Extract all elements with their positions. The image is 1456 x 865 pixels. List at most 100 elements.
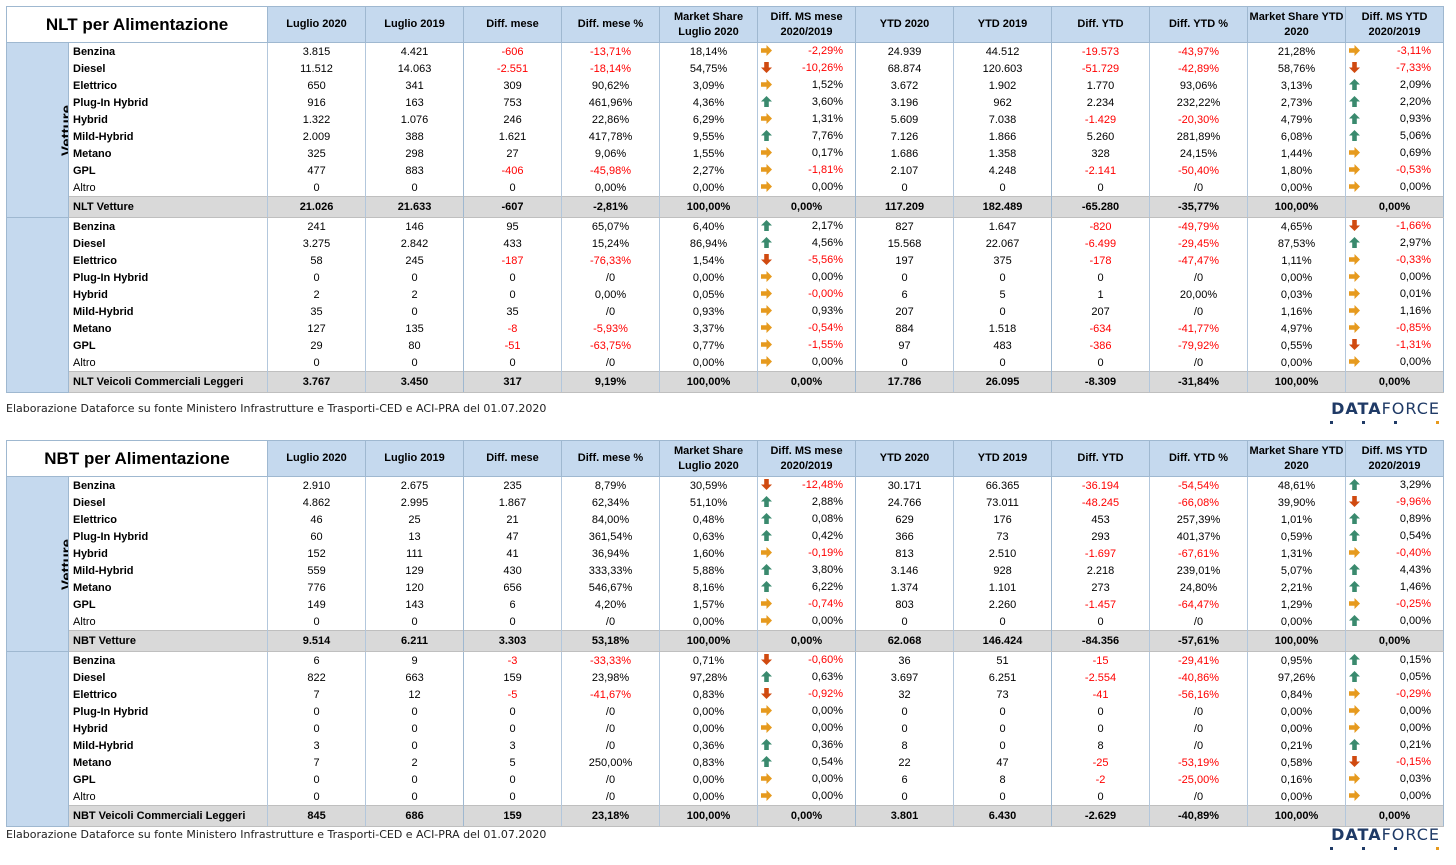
cell-value: 0 <box>1051 269 1151 286</box>
cell-value: 0,00% <box>1247 179 1347 197</box>
total-value: 159 <box>463 805 563 827</box>
cell-value: 5.260 <box>1051 128 1151 145</box>
cell-value: 0 <box>463 720 563 737</box>
arrow-right-icon <box>1349 722 1361 734</box>
cell-value: 239,01% <box>1149 562 1249 579</box>
cell-value: /0 <box>1149 613 1249 631</box>
arrow-down-icon <box>1349 756 1361 768</box>
ms-diff-cell: 0,00% <box>1345 720 1445 737</box>
ms-diff-cell: 4,56% <box>757 235 857 252</box>
total-value: 3.767 <box>267 371 367 393</box>
ms-diff-cell: -0,40% <box>1345 545 1445 562</box>
cell-value: -49,79% <box>1149 217 1249 235</box>
cell-value: 207 <box>855 303 955 320</box>
cell-value: 0 <box>953 737 1053 754</box>
cell-value: 0 <box>463 286 563 303</box>
table-row: Plug-In Hybrid 916 163 753 461,96% 4,36% 3,60%… <box>7 94 1445 111</box>
column-header: Diff. mese <box>463 6 563 43</box>
cell-value: 7.038 <box>953 111 1053 128</box>
cell-value: 0 <box>953 354 1053 372</box>
cell-value: 1.358 <box>953 145 1053 162</box>
cell-value: /0 <box>1149 703 1249 720</box>
cell-value: 0 <box>267 613 367 631</box>
cell-value: 0,01% <box>1399 288 1432 300</box>
cell-value: /0 <box>561 303 661 320</box>
table-nbt: NBT per Alimentazione Luglio 2020 Luglio 2… <box>5 440 1445 827</box>
column-header: Diff. MS YTD 2020/2019 <box>1345 6 1445 43</box>
cell-value: 2.910 <box>267 476 367 494</box>
cell-value: 962 <box>953 94 1053 111</box>
total-value: 146.424 <box>953 630 1053 652</box>
cell-value: 0,77% <box>659 337 759 354</box>
ms-diff-cell: 1,31% <box>757 111 857 128</box>
cell-value: 0,83% <box>659 686 759 703</box>
ms-diff-cell: 5,06% <box>1345 128 1445 145</box>
arrow-right-icon <box>1349 547 1361 559</box>
total-value: 6.430 <box>953 805 1053 827</box>
cell-value: 0 <box>365 354 465 372</box>
cell-value: 1,55% <box>659 145 759 162</box>
total-value: 317 <box>463 371 563 393</box>
cell-value: -0,53% <box>1396 164 1432 176</box>
table-row: Elettrico 7 12 -5 -41,67% 0,83% -0,92% 32 73 -41-… <box>7 686 1445 703</box>
cell-value: 90,62% <box>561 77 661 94</box>
table-row: Mild-Hybrid 559 129 430 333,33% 5,88% 3,80% 3.1… <box>7 562 1445 579</box>
cell-value: 0,21% <box>1399 739 1432 751</box>
column-header: Diff. mese % <box>561 6 661 43</box>
cell-value: 0 <box>365 720 465 737</box>
total-value: -2,81% <box>561 196 661 218</box>
total-value: 100,00% <box>1247 196 1347 218</box>
cell-value: 0 <box>855 788 955 806</box>
cell-value: 163 <box>365 94 465 111</box>
cell-value: -178 <box>1051 252 1151 269</box>
table-row: Diesel 3.275 2.842 433 15,24% 86,94% 4,56% 15.5… <box>7 235 1445 252</box>
cell-value: 0,93% <box>659 303 759 320</box>
row-label: Hybrid <box>68 286 269 303</box>
arrow-down-icon <box>1349 496 1361 508</box>
cell-value: 827 <box>855 217 955 235</box>
cell-value: 2.218 <box>1051 562 1151 579</box>
cell-value: 8,16% <box>659 579 759 596</box>
cell-value: 8,79% <box>561 476 661 494</box>
cell-value: 401,37% <box>1149 528 1249 545</box>
total-value: 100,00% <box>659 805 759 827</box>
row-label: Mild-Hybrid <box>68 303 269 320</box>
cell-value: -76,33% <box>561 252 661 269</box>
cell-value: -6.499 <box>1051 235 1151 252</box>
cell-value: /0 <box>1149 720 1249 737</box>
cell-value: /0 <box>561 354 661 372</box>
cell-value: 0 <box>463 354 563 372</box>
column-header: YTD 2019 <box>953 440 1053 477</box>
cell-value: 803 <box>855 596 955 613</box>
row-label: GPL <box>68 162 269 179</box>
cell-value: 0 <box>855 703 955 720</box>
table-row: Hybrid 152 111 41 36,94% 1,60% -0,19% 813 2.510-… <box>7 545 1445 562</box>
dataforce-logo: DATAFORCE <box>1330 399 1440 424</box>
cell-value: 15,24% <box>561 235 661 252</box>
total-value: 3.450 <box>365 371 465 393</box>
cell-value: 12 <box>365 686 465 703</box>
row-label: Plug-In Hybrid <box>68 94 269 111</box>
cell-value: 58,76% <box>1247 60 1347 77</box>
cell-value: -1.457 <box>1051 596 1151 613</box>
dataforce-logo: DATAFORCE <box>1330 825 1440 850</box>
total-value: 100,00% <box>1247 371 1347 393</box>
group-label: Veicoli Commerciali Leggeri <box>6 217 69 393</box>
ms-diff-cell: 6,22% <box>757 579 857 596</box>
cell-value: 0 <box>365 613 465 631</box>
cell-value: 159 <box>463 669 563 686</box>
cell-value: 546,67% <box>561 579 661 596</box>
cell-value: 776 <box>267 579 367 596</box>
cell-value: 813 <box>855 545 955 562</box>
cell-value: 0,17% <box>811 147 844 159</box>
column-header: Market Share Luglio 2020 <box>659 440 759 477</box>
row-label: Plug-In Hybrid <box>68 703 269 720</box>
cell-value: -7,33% <box>1396 62 1432 74</box>
cell-value: 23,98% <box>561 669 661 686</box>
cell-value: 3,37% <box>659 320 759 337</box>
cell-value: 3,09% <box>659 77 759 94</box>
cell-value: 0,55% <box>1247 337 1347 354</box>
cell-value: 232,22% <box>1149 94 1249 111</box>
cell-value: 1.647 <box>953 217 1053 235</box>
total-value: 182.489 <box>953 196 1053 218</box>
